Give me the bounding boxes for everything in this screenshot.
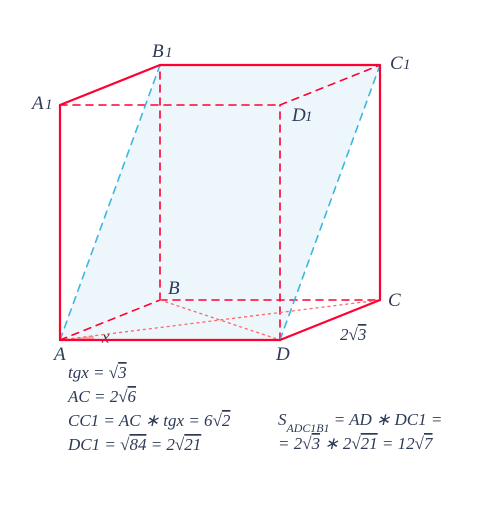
svg-text:1: 1 [403, 57, 411, 73]
svg-text:D: D [291, 105, 306, 126]
label-B: B [168, 278, 180, 299]
equations-left: tgx = √3 AC = 2√6 CC1 = AC ∗ tgx = 6√2 DC1 … [67, 363, 231, 454]
eqn-line: DC1 = √84 = 2√21 [67, 435, 201, 454]
svg-text:1: 1 [165, 45, 173, 61]
svg-text:A: A [52, 344, 66, 365]
svg-text:C: C [390, 53, 403, 74]
plane-ADC1B1 [60, 65, 380, 340]
svg-text:A: A [30, 93, 44, 114]
label-C1: C1 [390, 53, 411, 74]
svg-text:B: B [152, 41, 164, 62]
label-B1: B1 [152, 41, 173, 62]
eqn-line: SADC1B1 = AD ∗ DC1 = [278, 410, 442, 435]
eqn-line: AC = 2√6 [67, 387, 137, 406]
label-D: D [275, 344, 290, 365]
label-C: C [388, 290, 401, 311]
svg-text:D: D [275, 344, 290, 365]
angle-label: x [101, 327, 110, 346]
equations-right: SADC1B1 = AD ∗ DC1 == 2√3 ∗ 2√21 = 12√7 [278, 410, 442, 453]
dim-DC: 2√3 [340, 325, 366, 344]
svg-text:C: C [388, 290, 401, 311]
svg-text:B: B [168, 278, 180, 299]
label-A: A [52, 344, 66, 365]
svg-text:1: 1 [305, 109, 313, 125]
prism-figure: xADBCA1B1C1D12√3tgx = √3AC = 2√6CC1 = AC… [0, 0, 500, 510]
eqn-line: = 2√3 ∗ 2√21 = 12√7 [278, 434, 434, 453]
svg-text:1: 1 [45, 97, 53, 113]
eqn-line: CC1 = AC ∗ tgx = 6√2 [68, 411, 231, 430]
label-A1: A1 [30, 93, 53, 114]
label-D1: D1 [291, 105, 313, 126]
edge-A1B1 [60, 65, 160, 105]
eqn-line: tgx = √3 [68, 363, 127, 382]
